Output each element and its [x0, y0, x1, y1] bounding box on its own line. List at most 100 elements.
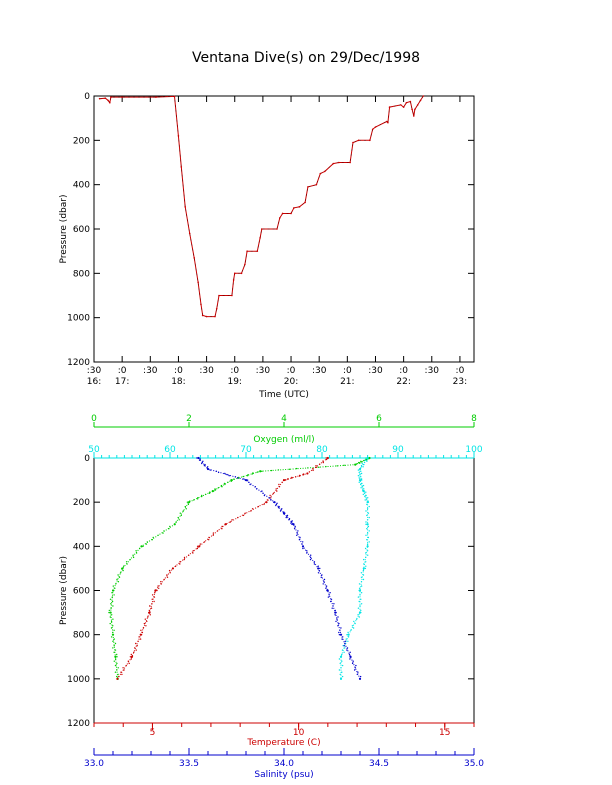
transmission-profile-dot	[367, 497, 369, 499]
oxygen-profile-dot	[363, 459, 365, 462]
y-tick-label: 600	[73, 225, 90, 235]
salinity-profile-dot	[339, 629, 341, 631]
salinity-profile-dot	[198, 459, 201, 461]
x-tick-label: 18:	[171, 377, 185, 387]
transmission-profile-dot	[365, 521, 367, 523]
salinity-profile-dot	[254, 486, 256, 488]
temperature-profile-dot	[199, 543, 201, 545]
x-tick-label: :0	[118, 366, 127, 376]
temperature-profile-dot	[153, 596, 156, 598]
salinity-data-point	[292, 523, 295, 526]
transmission-profile-dot	[362, 578, 365, 581]
temperature-profile-dot	[133, 651, 135, 653]
transmission-profile-dot	[353, 620, 355, 623]
oxygen-profile-dot	[336, 465, 338, 467]
salinity-profile-dot	[317, 572, 320, 574]
temperature-profile-dot	[302, 474, 305, 476]
salinity-data-point	[334, 611, 337, 614]
transmission-profile-dot	[365, 491, 367, 493]
transmission-profile-dot	[358, 616, 360, 618]
salinity-profile-dot	[255, 488, 258, 490]
salinity-profile-dot	[348, 653, 351, 656]
transmission-profile-dot	[358, 583, 361, 585]
oxygen-profile-dot	[146, 541, 148, 543]
oxygen-profile-dot	[114, 587, 116, 589]
temperature-axis-label: Temperature (C)	[246, 738, 320, 748]
transmission-profile-dot	[360, 609, 362, 612]
oxygen-data-point	[230, 478, 233, 482]
salinity-profile-dot	[236, 477, 239, 479]
oxygen-tick-label: 0	[91, 414, 97, 424]
salinity-profile-dot	[207, 466, 209, 468]
salinity-profile-dot	[338, 622, 340, 625]
oxygen-profile-dot	[175, 521, 177, 523]
transmission-tick-label: 80	[316, 445, 328, 455]
data-point	[108, 101, 111, 104]
salinity-tick-label: 35.0	[464, 759, 484, 769]
y-tick-label: 400	[73, 542, 90, 552]
data-point	[278, 217, 281, 219]
transmission-profile-dot	[354, 622, 356, 625]
oxygen-profile-dot	[208, 492, 211, 494]
transmission-profile-dot	[360, 465, 363, 467]
salinity-profile-dot	[246, 479, 249, 481]
oxygen-profile-dot	[142, 545, 144, 547]
oxygen-profile-dot	[115, 583, 117, 585]
transmission-profile-dot	[360, 476, 362, 478]
transmission-profile-dot	[366, 514, 368, 517]
salinity-profile-dot	[226, 473, 228, 476]
transmission-profile-dot	[358, 477, 360, 479]
plot-frame	[93, 95, 475, 363]
temperature-profile-dot	[229, 521, 232, 523]
salinity-profile-dot	[334, 609, 336, 612]
y-tick-label: 800	[73, 269, 90, 279]
oxygen-profile-dot	[112, 605, 114, 607]
transmission-profile-dot	[363, 488, 365, 490]
temperature-data-point	[326, 456, 329, 460]
x-tick-label: 22:	[396, 377, 410, 387]
data-point	[405, 101, 408, 104]
salinity-profile-dot	[299, 536, 301, 539]
data-point	[307, 186, 309, 188]
salinity-profile-dot	[340, 627, 342, 629]
salinity-profile-dot	[306, 550, 308, 552]
transmission-profile-dot	[362, 493, 364, 496]
oxygen-profile-dot	[277, 469, 280, 471]
temperature-profile-dot	[221, 528, 223, 530]
oxygen-profile-dot	[114, 658, 117, 660]
x-tick-label: :0	[343, 366, 352, 376]
temperature-profile-dot	[166, 574, 168, 576]
oxygen-data-point	[114, 655, 117, 658]
transmission-profile-dot	[363, 463, 365, 466]
salinity-profile-dot	[297, 530, 299, 532]
transmission-profile-dot	[358, 481, 360, 483]
transmission-profile-dot	[364, 567, 367, 570]
salinity-profile-dot	[268, 497, 271, 499]
temperature-data-point	[224, 523, 227, 526]
data-point	[177, 135, 180, 137]
x-tick-label: :30	[87, 366, 102, 376]
salinity-profile-dot	[354, 667, 356, 669]
salinity-profile-dot	[203, 465, 206, 467]
oxygen-profile-dot	[151, 539, 153, 541]
data-point	[357, 139, 360, 142]
oxygen-profile-dot	[135, 550, 137, 552]
salinity-profile-dot	[356, 673, 358, 676]
oxygen-profile-dot	[122, 569, 124, 572]
salinity-profile-dot	[323, 578, 326, 581]
temperature-profile-dot	[231, 519, 233, 521]
data-point	[298, 206, 301, 208]
oxygen-profile-dot	[360, 460, 362, 462]
transmission-profile-dot	[357, 469, 360, 471]
temperature-profile-dot	[123, 669, 125, 671]
temperature-profile-dot	[250, 510, 252, 512]
oxygen-profile-dot	[295, 467, 298, 470]
data-point	[293, 207, 295, 209]
oxygen-profile-dot	[116, 669, 118, 671]
transmission-profile-dot	[360, 487, 362, 489]
temperature-profile-dot	[179, 563, 181, 565]
y-tick-label: 1200	[67, 719, 90, 729]
data-point	[215, 308, 218, 310]
salinity-profile-dot	[309, 556, 312, 559]
